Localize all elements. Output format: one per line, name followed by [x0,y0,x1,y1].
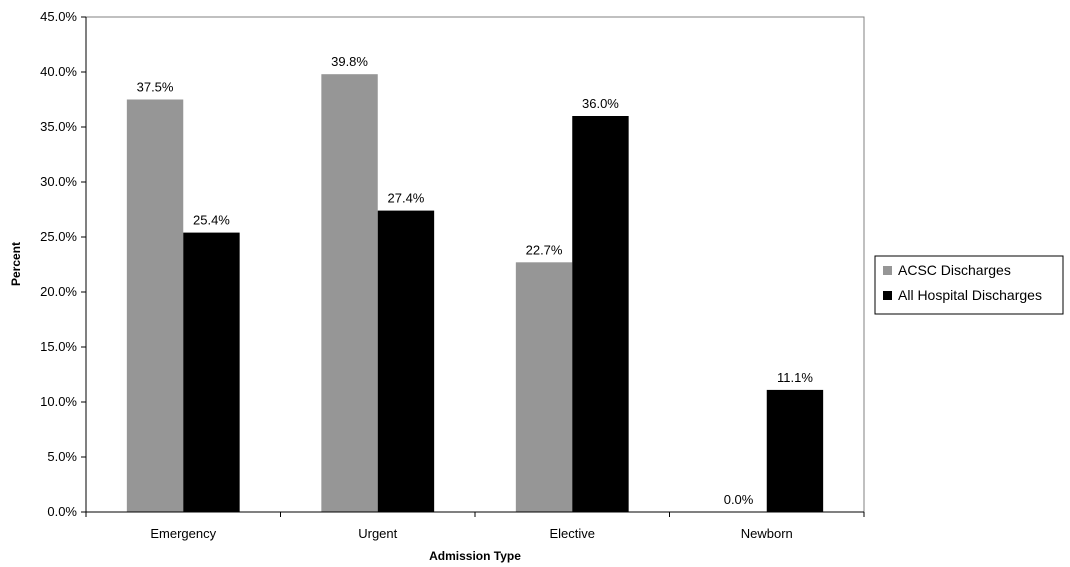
y-tick-label: 40.0% [40,64,77,79]
legend-label-acsc: ACSC Discharges [898,262,1011,278]
y-tick-label: 35.0% [40,119,77,134]
y-tick-label: 30.0% [40,174,77,189]
data-label-acsc-discharges: 22.7% [526,242,563,257]
legend-swatch-acsc [883,266,892,275]
y-tick-label: 0.0% [47,504,77,519]
data-labels-group: 37.5% 39.8% 22.7% 0.0% 25.4% 27.4% 36.0% 11.1% [137,54,814,507]
data-label-acsc-discharges: 0.0% [724,492,754,507]
bar-all-hospital-discharges [377,210,435,512]
x-tick-label: Newborn [741,526,793,541]
data-label-all-hospital-discharges: 27.4% [388,191,425,206]
bar-all-hospital-discharges [183,232,240,512]
x-axis-ticks: Emergency Urgent Elective Newborn [85,512,865,541]
legend-swatch-all [883,291,892,300]
y-tick-label: 25.0% [40,229,77,244]
y-tick-label: 20.0% [40,284,77,299]
x-tick-label: Urgent [358,526,397,541]
y-tick-label: 15.0% [40,339,77,354]
y-tick-label: 5.0% [47,449,77,464]
y-tick-label: 10.0% [40,394,77,409]
bar-acsc-discharges [515,262,573,512]
y-tick-label: 45.0% [40,9,77,24]
bars-group [126,74,824,512]
y-axis-title: Percent [9,242,23,286]
bar-all-hospital-discharges [572,116,629,512]
data-label-acsc-discharges: 37.5% [137,80,174,95]
y-axis-ticks: 0.0% 5.0% 10.0% 15.0% 20.0% 25.0% 30.0% 35.0% 40… [40,9,86,519]
legend-box [874,255,1064,315]
x-tick-label: Elective [549,526,595,541]
legend-label-all: All Hospital Discharges [898,287,1042,303]
data-label-all-hospital-discharges: 25.4% [193,213,230,228]
bar-acsc-discharges [321,74,378,512]
data-label-acsc-discharges: 39.8% [331,54,368,69]
data-label-all-hospital-discharges: 36.0% [582,96,619,111]
bar-acsc-discharges [126,99,184,512]
legend: ACSC Discharges All Hospital Discharges [874,255,1064,315]
data-label-all-hospital-discharges: 11.1% [777,370,813,385]
bar-all-hospital-discharges [766,389,824,512]
x-tick-label: Emergency [150,526,216,541]
x-axis-title: Admission Type [429,549,521,563]
